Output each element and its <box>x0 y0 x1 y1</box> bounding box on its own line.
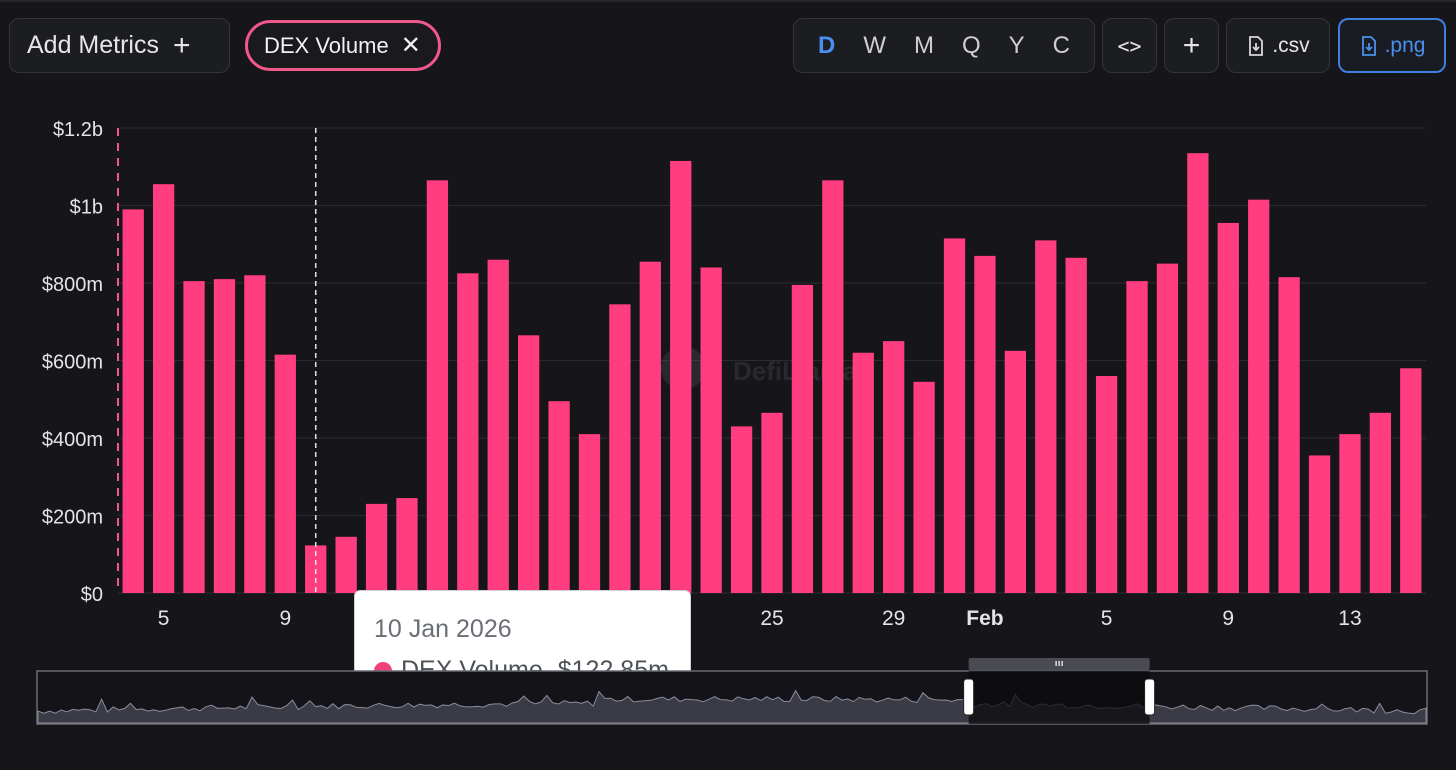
top-border <box>0 0 1456 2</box>
bar[interactable] <box>1095 376 1118 593</box>
bar[interactable] <box>152 184 175 593</box>
bar[interactable] <box>365 503 388 593</box>
bar[interactable] <box>730 426 753 593</box>
navigator-left-handle[interactable] <box>963 678 975 716</box>
x-tick-label: 29 <box>882 607 905 630</box>
y-tick-label: $1.2b <box>53 119 103 141</box>
bar[interactable] <box>974 255 996 593</box>
bar[interactable] <box>1004 350 1026 593</box>
plus-icon: + <box>1182 28 1201 62</box>
bar[interactable] <box>487 259 509 593</box>
code-icon: <> <box>1117 33 1142 58</box>
bar[interactable] <box>1369 412 1392 593</box>
bar[interactable] <box>122 209 144 593</box>
metric-chip-dex-volume[interactable]: DEX Volume ✕ <box>245 20 441 71</box>
bar[interactable] <box>1308 455 1331 593</box>
tooltip-date: 10 Jan 2026 <box>374 615 512 643</box>
bar[interactable] <box>274 354 296 593</box>
bar[interactable] <box>1156 263 1179 593</box>
bar[interactable] <box>1400 368 1422 593</box>
bar[interactable] <box>213 279 236 593</box>
bar[interactable] <box>183 281 205 593</box>
bar[interactable] <box>1217 222 1239 593</box>
y-tick-label: $400m <box>42 429 103 451</box>
dex-volume-bar-chart[interactable]: $0$200m$400m$600m$800m$1b$1.2bDefiLlama5… <box>0 100 1456 640</box>
download-file-icon <box>1361 35 1376 56</box>
bar[interactable] <box>1278 277 1300 593</box>
y-tick-label: $600m <box>42 352 103 374</box>
x-tick-label: 9 <box>1222 607 1234 630</box>
x-tick-label: 13 <box>1338 607 1361 630</box>
bar[interactable] <box>457 273 479 593</box>
bar[interactable] <box>852 352 874 593</box>
navigator-right-handle[interactable] <box>1144 678 1156 716</box>
y-tick-label: $200m <box>42 507 103 529</box>
bar[interactable] <box>1339 434 1361 593</box>
y-tick-label: $1b <box>70 197 103 219</box>
period-c[interactable]: C <box>1052 31 1070 59</box>
bar[interactable] <box>335 536 357 593</box>
bar[interactable] <box>1065 257 1087 593</box>
y-tick-label: $800m <box>42 274 103 296</box>
metric-chip-label: DEX Volume <box>264 32 389 58</box>
bar[interactable] <box>1035 240 1057 593</box>
bar[interactable] <box>822 180 844 593</box>
download-csv-button[interactable]: .csv <box>1226 18 1330 73</box>
csv-label: .csv <box>1272 33 1310 57</box>
grip-icon <box>1058 661 1060 666</box>
x-tick-label: 5 <box>1101 607 1113 630</box>
bar[interactable] <box>609 304 631 593</box>
bar[interactable] <box>548 401 570 593</box>
period-w[interactable]: W <box>863 31 886 59</box>
embed-code-button[interactable]: <> <box>1102 18 1157 73</box>
x-tick-label: 9 <box>279 607 291 630</box>
grip-icon <box>1061 661 1063 666</box>
grip-icon <box>1055 661 1057 666</box>
period-q[interactable]: Q <box>961 31 981 59</box>
close-icon[interactable]: ✕ <box>400 32 421 59</box>
bar[interactable] <box>761 412 783 593</box>
bar[interactable] <box>426 180 449 593</box>
add-metrics-button[interactable]: Add Metrics + <box>9 18 230 73</box>
x-tick-label: 25 <box>760 607 783 630</box>
bar[interactable] <box>943 238 966 593</box>
period-y[interactable]: Y <box>1008 31 1025 59</box>
bar[interactable] <box>578 434 601 593</box>
y-tick-label: $0 <box>81 584 103 606</box>
bar[interactable] <box>639 261 661 593</box>
download-file-icon <box>1249 35 1264 56</box>
x-tick-label: Feb <box>966 607 1003 630</box>
bar[interactable] <box>1248 199 1270 593</box>
period-d[interactable]: D <box>817 31 836 59</box>
bar[interactable] <box>670 160 692 593</box>
add-metrics-label: Add Metrics <box>27 31 159 59</box>
x-tick-label: 5 <box>158 607 170 630</box>
bar[interactable] <box>396 498 418 593</box>
bar[interactable] <box>883 341 905 593</box>
bar[interactable] <box>1126 281 1148 593</box>
navigator-selection[interactable] <box>968 671 1150 724</box>
plus-icon: + <box>172 28 191 62</box>
bar[interactable] <box>791 284 814 593</box>
bar[interactable] <box>244 275 266 593</box>
bar[interactable] <box>1187 153 1209 593</box>
bar[interactable] <box>913 381 935 593</box>
period-m[interactable]: M <box>913 31 934 59</box>
bar[interactable] <box>700 267 722 594</box>
range-navigator[interactable] <box>36 658 1430 728</box>
bar[interactable] <box>518 335 540 593</box>
add-chart-button[interactable]: + <box>1164 18 1219 73</box>
download-png-button[interactable]: .png <box>1338 18 1446 73</box>
png-label: .png <box>1384 33 1426 57</box>
